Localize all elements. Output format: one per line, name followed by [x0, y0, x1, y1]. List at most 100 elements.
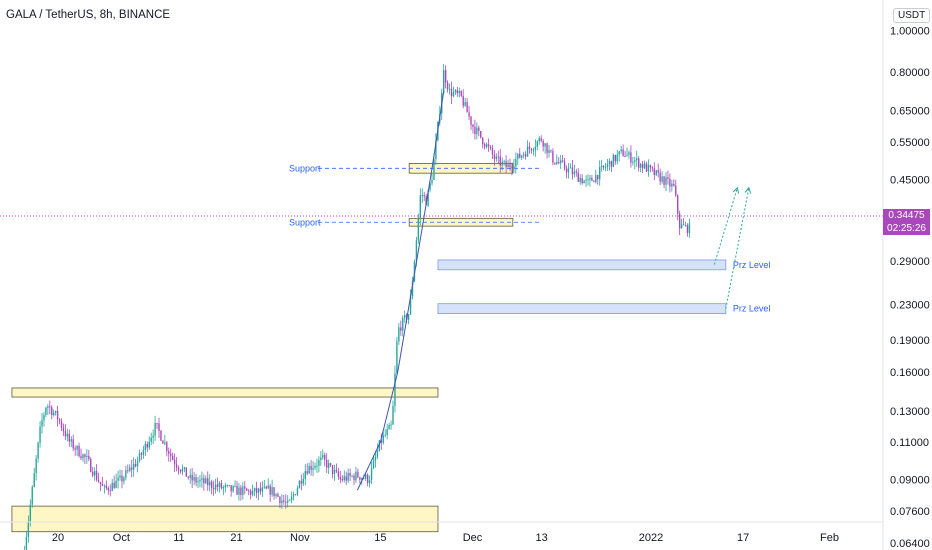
candle-up: [82, 454, 84, 459]
candle-down: [74, 448, 76, 450]
prz-zone: [437, 303, 727, 315]
candle-up: [485, 144, 488, 147]
candle-up: [386, 429, 388, 435]
candle-down: [472, 124, 474, 127]
candle-down: [497, 156, 500, 158]
candle-up: [507, 164, 509, 168]
candle-up: [515, 159, 517, 167]
candle-up: [394, 373, 396, 406]
candle-down: [624, 155, 626, 157]
candle-up: [39, 426, 41, 443]
candle-down: [341, 478, 344, 481]
candle-down: [99, 481, 102, 484]
candle-down: [283, 500, 285, 502]
candle-up: [138, 453, 141, 462]
candle-up: [378, 440, 381, 451]
candle-down: [171, 455, 174, 460]
candle-down: [255, 487, 258, 493]
candle-up: [407, 314, 410, 320]
candle-down: [62, 427, 65, 432]
candle-up: [636, 158, 638, 161]
candle-down: [326, 459, 328, 468]
candle-down: [339, 476, 342, 479]
candle-up: [93, 471, 96, 476]
candle-down: [244, 486, 246, 489]
candle-up: [419, 195, 422, 218]
candle-down: [614, 154, 617, 162]
candle-up: [70, 439, 72, 442]
prz-label: Prz Level: [733, 304, 771, 314]
candle-down: [649, 165, 652, 168]
candle-up: [618, 151, 620, 155]
prz-zone: [437, 259, 727, 271]
candle-up: [680, 224, 683, 229]
candle-down: [246, 488, 248, 491]
candle-down: [185, 467, 188, 477]
candle-up: [608, 160, 611, 165]
candle-up: [45, 407, 47, 415]
candle-down: [329, 463, 332, 466]
candle-up: [688, 223, 691, 233]
candle-up: [275, 494, 277, 497]
candle-up: [132, 464, 135, 470]
candle-down: [491, 148, 494, 155]
candle-up: [54, 410, 57, 413]
candle-down: [641, 163, 644, 169]
candle-down: [162, 440, 164, 444]
time-tick-label: Oct: [113, 532, 130, 544]
candle-down: [353, 475, 355, 481]
candle-up: [604, 167, 607, 168]
candle-down: [80, 456, 82, 459]
candle-up: [327, 463, 330, 468]
candle-up: [443, 70, 445, 93]
price-tick-label: 0.19000: [890, 335, 930, 347]
candle-down: [56, 410, 59, 420]
candle-up: [316, 465, 318, 467]
candle-up: [435, 140, 437, 159]
candle-down: [593, 180, 595, 183]
price-tick-label: 0.45000: [890, 174, 930, 186]
candle-up: [343, 476, 345, 481]
candle-down: [474, 126, 476, 135]
candle-down: [78, 445, 80, 457]
candle-up: [296, 488, 299, 495]
candle-down: [90, 459, 92, 472]
candle-down: [450, 88, 453, 97]
candle-up: [404, 315, 406, 318]
candle-up: [267, 485, 269, 489]
candle-down: [212, 487, 215, 490]
candle-up: [376, 450, 379, 457]
candle-up: [76, 445, 78, 450]
candle-up: [634, 160, 636, 162]
candle-down: [591, 177, 593, 181]
candle-up: [119, 475, 121, 478]
candle-down: [505, 161, 507, 168]
candle-up: [148, 441, 150, 448]
candle-down: [228, 485, 230, 486]
candle-up: [281, 500, 283, 504]
candle-up: [351, 475, 353, 477]
time-tick-label: 2022: [639, 532, 663, 544]
candle-up: [189, 474, 191, 478]
candle-down: [487, 144, 490, 147]
candle-up: [199, 480, 201, 482]
candle-down: [645, 163, 648, 172]
candle-up: [544, 143, 546, 147]
candle-up: [292, 494, 295, 497]
candle-down: [146, 443, 149, 448]
candle-down: [682, 224, 685, 226]
candle-down: [60, 421, 63, 428]
candle-up: [308, 465, 310, 474]
price-tick-label: 0.80000: [890, 67, 930, 79]
projection-arrow: [713, 187, 738, 265]
candle-down: [675, 185, 677, 196]
candle-down: [101, 483, 104, 486]
candle-down: [68, 433, 71, 442]
candle-up: [421, 195, 423, 196]
candle-up: [374, 456, 377, 461]
currency-unit-badge[interactable]: USDT: [893, 8, 931, 23]
candle-down: [667, 177, 669, 180]
candle-up: [302, 478, 305, 484]
candle-down: [168, 451, 170, 454]
